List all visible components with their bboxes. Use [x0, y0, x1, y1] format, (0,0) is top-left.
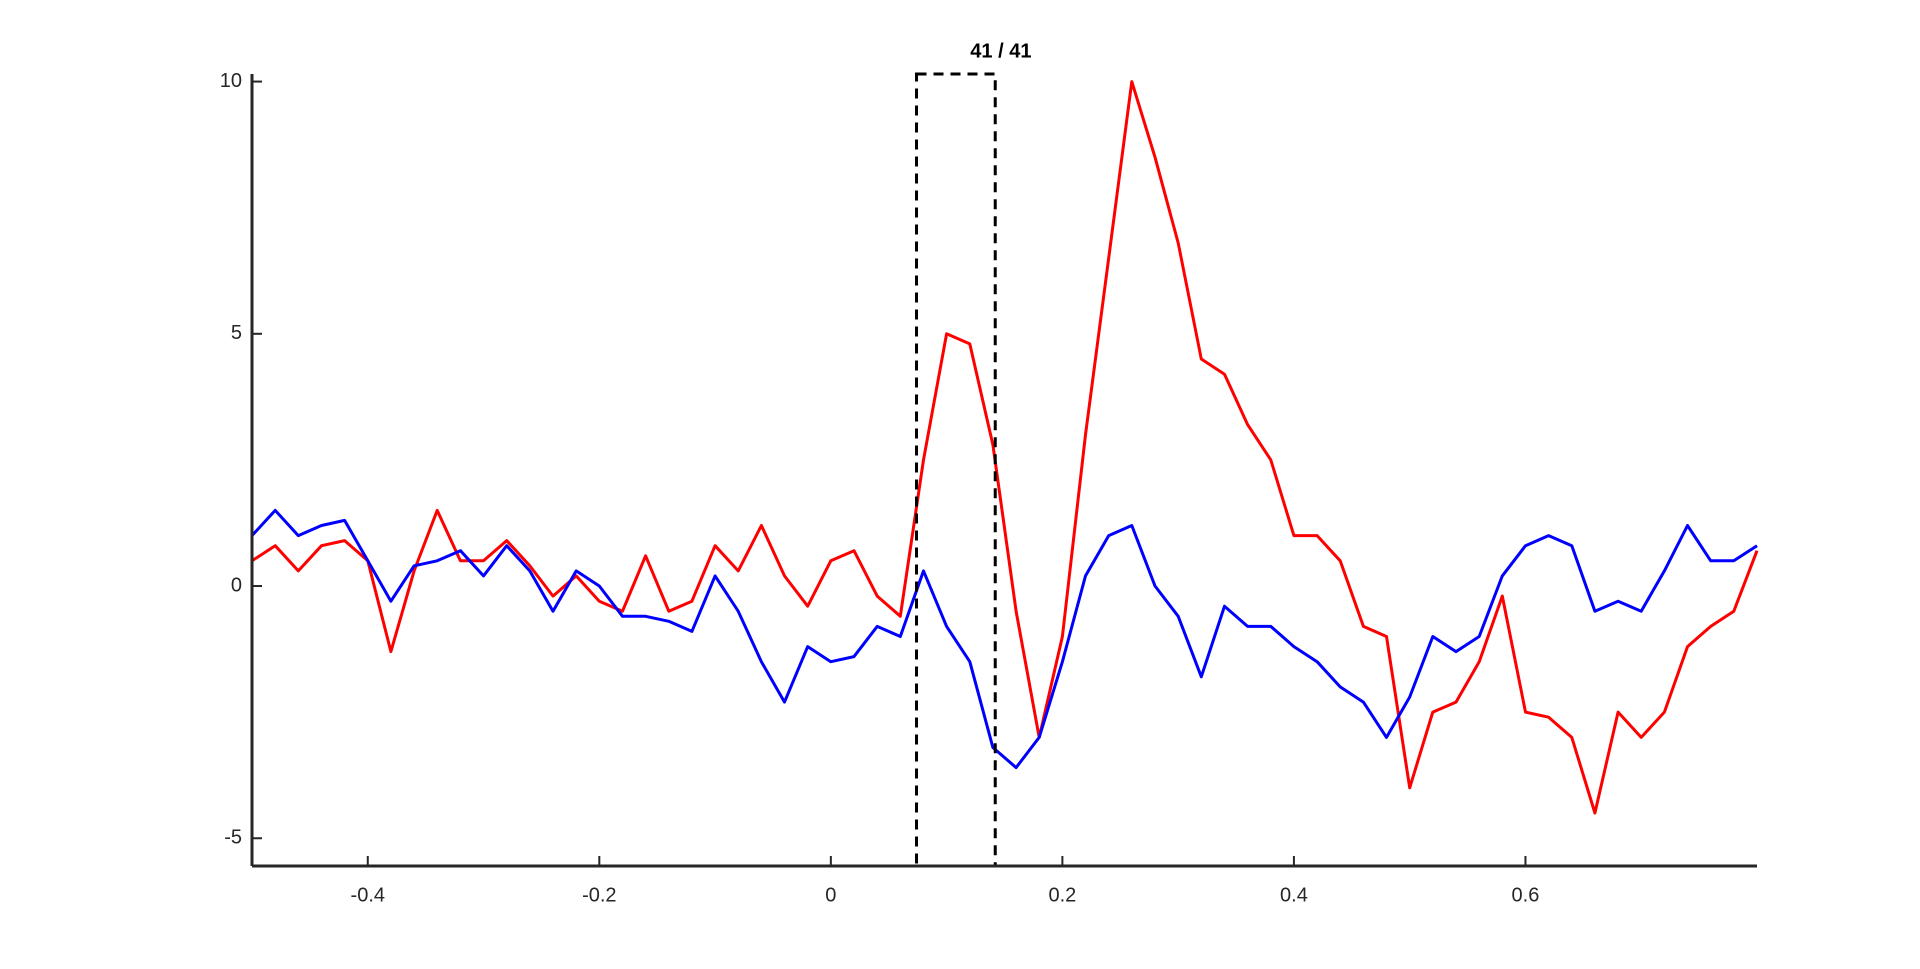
- x-tick-label: -0.2: [582, 884, 616, 906]
- y-tick-label: 5: [231, 322, 242, 344]
- x-tick-label: 0.6: [1512, 884, 1540, 906]
- x-tick-label: 0: [825, 884, 836, 906]
- series-line: [251, 80, 1759, 815]
- y-tick-label: 0: [231, 574, 242, 596]
- x-tick-label: 0.4: [1280, 884, 1308, 906]
- x-tick-label: 0.2: [1048, 884, 1076, 906]
- y-tick-label: 10: [220, 70, 242, 92]
- y-tick-label: -5: [224, 827, 242, 849]
- series-line: [250, 508, 1758, 770]
- highlight-label: 41 / 41: [970, 40, 1031, 62]
- x-tick-label: -0.4: [351, 884, 385, 906]
- highlight-window: [915, 72, 997, 868]
